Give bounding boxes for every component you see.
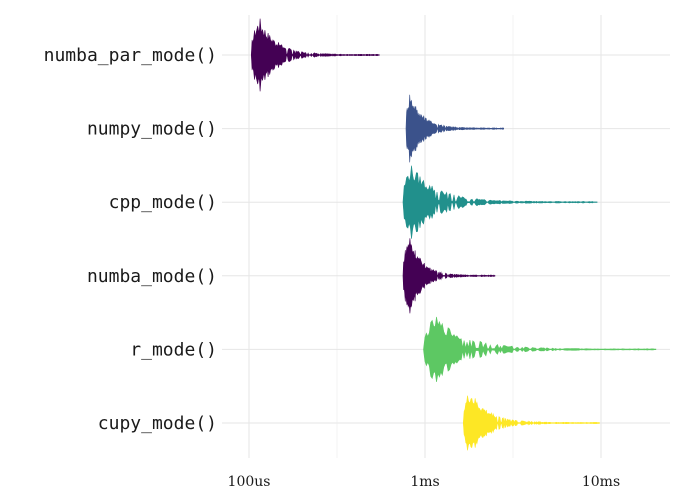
violin-cupy-mode [463,395,600,451]
category-label: numba_mode() [87,266,217,287]
violin-numba-mode [402,238,496,314]
x-axis-ticks: 100us 1ms 10ms [228,474,621,490]
category-label: numpy_mode() [87,119,217,140]
violin-cpp-mode [402,165,598,239]
x-tick-label: 1ms [410,474,439,490]
violin-r-mode [423,316,657,382]
violin-numba-par-mode [251,18,380,92]
x-tick-label: 10ms [582,474,620,490]
category-label: cpp_mode() [109,192,217,213]
category-label: numba_par_mode() [44,45,217,66]
violin-numpy-mode [405,94,504,163]
violins [251,18,657,451]
category-label: r_mode() [130,339,217,360]
x-tick-label: 100us [228,474,271,490]
category-labels: numba_par_mode() numpy_mode() cpp_mode()nu… [44,45,217,434]
grid [222,15,670,458]
category-label: cupy_mode() [98,413,217,434]
